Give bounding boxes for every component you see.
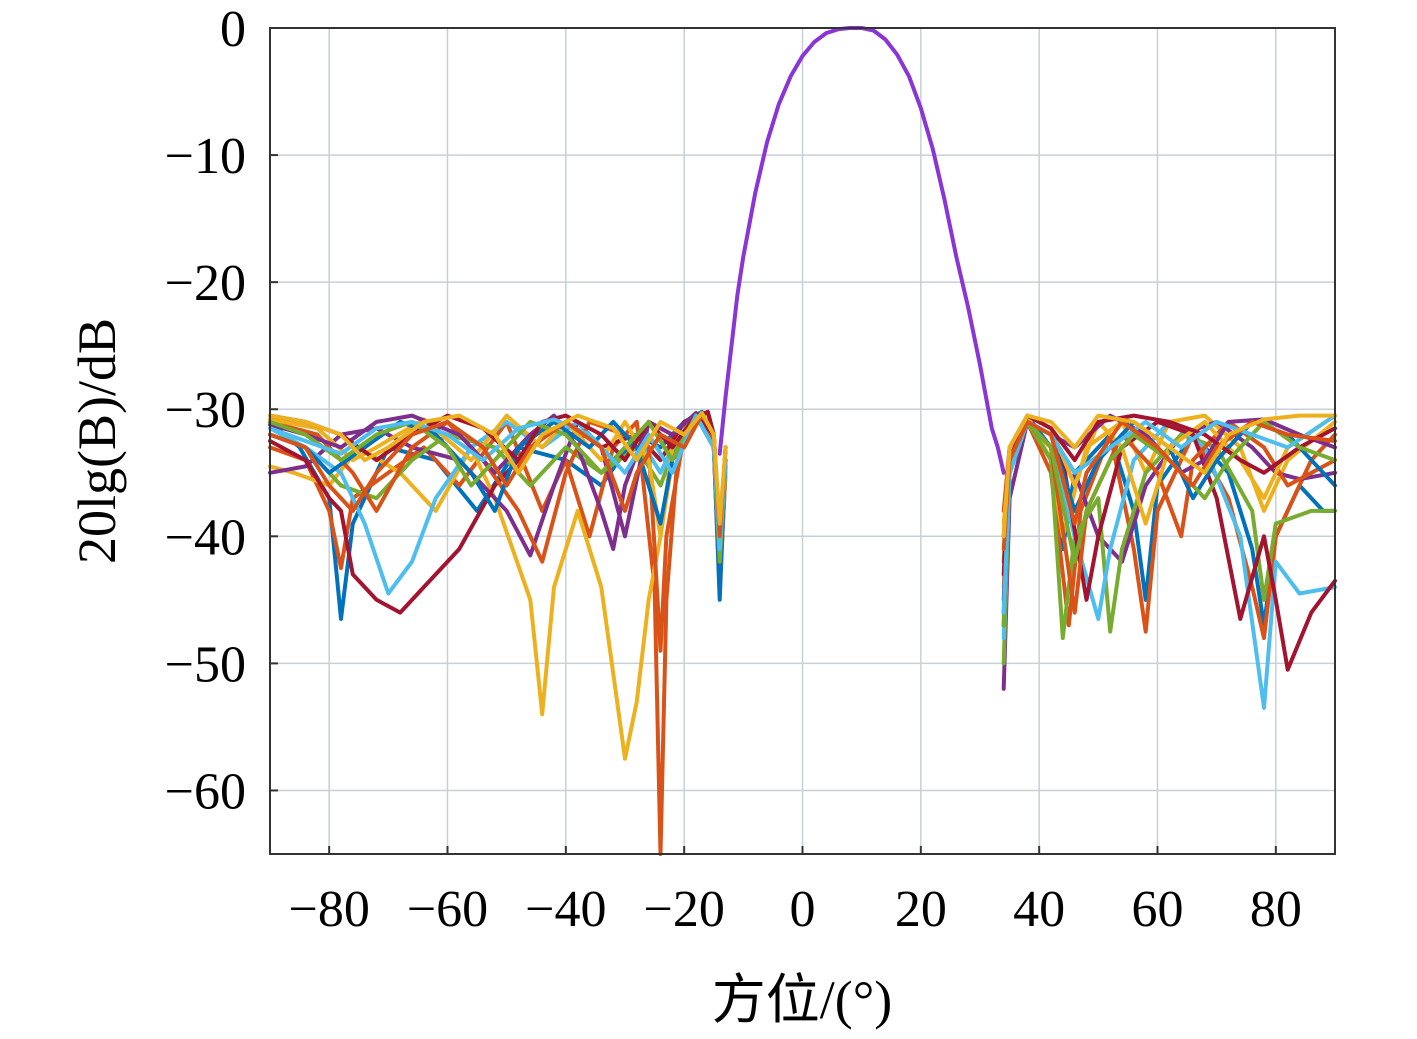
x-tick-label: −80	[289, 881, 370, 938]
x-tick-label: −20	[644, 881, 725, 938]
x-tick-label: 80	[1250, 881, 1302, 938]
x-axis-label: 方位/(°)	[712, 970, 893, 1030]
y-tick-label: −30	[165, 382, 246, 439]
main-lobe-layer	[717, 26, 1006, 475]
trial-14-left-sidelobe	[268, 413, 728, 551]
series-layer	[268, 409, 1337, 856]
y-tick-label: −40	[165, 509, 246, 566]
x-axis-ticks: −80 −60 −40 −20 0 20 40 60 80	[289, 846, 1302, 938]
y-axis-ticks: 0 −10 −20 −30 −40 −50 −60	[165, 1, 278, 820]
trial-15-left-sidelobe	[268, 412, 728, 539]
grid	[270, 27, 1335, 854]
y-tick-label: −60	[165, 763, 246, 820]
x-tick-label: 0	[790, 881, 816, 938]
y-tick-label: −50	[165, 636, 246, 693]
x-tick-label: 40	[1013, 881, 1065, 938]
x-tick-label: −40	[525, 881, 606, 938]
trial-15-right-sidelobe	[1001, 419, 1337, 551]
x-tick-label: 20	[895, 881, 947, 938]
y-tick-label: −10	[165, 128, 246, 185]
trial-2-right-sidelobe	[1001, 419, 1337, 640]
trial-16-right-sidelobe	[1001, 413, 1337, 539]
x-tick-label: 60	[1132, 881, 1184, 938]
trial-5-right-sidelobe	[1001, 419, 1337, 666]
y-axis-label: 20lg(B)/dB	[67, 318, 127, 564]
main-lobe-line	[717, 26, 1006, 475]
x-tick-label: −60	[407, 881, 488, 938]
y-tick-label: −20	[165, 255, 246, 312]
trial-16-left-sidelobe	[268, 411, 728, 526]
y-tick-label: 0	[220, 1, 246, 58]
